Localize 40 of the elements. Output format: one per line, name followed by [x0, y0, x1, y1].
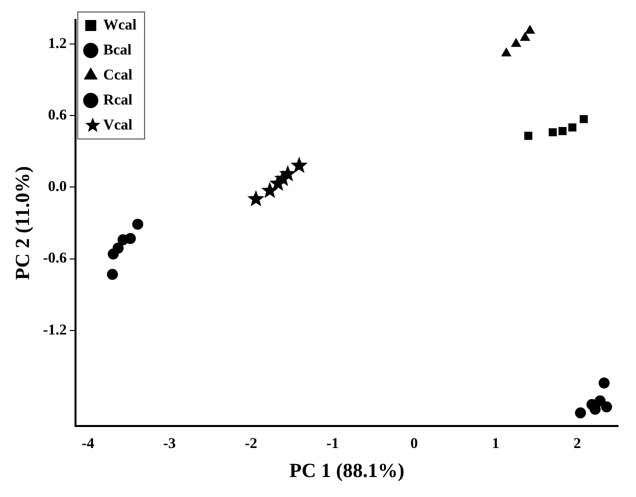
point: [112, 242, 124, 254]
y-tick-label: 1.2: [48, 36, 67, 52]
y-axis-title: PC 2 (11.0%): [12, 166, 34, 280]
legend-label: Vcal: [103, 117, 132, 134]
y-tick-label: -0.6: [42, 250, 68, 267]
legend-label: Wcal: [103, 17, 137, 34]
point: [261, 182, 278, 198]
point: [524, 132, 532, 140]
point: [548, 128, 557, 136]
point: [594, 395, 606, 406]
point: [520, 32, 530, 41]
point: [124, 233, 136, 244]
point: [568, 123, 576, 132]
point: [601, 401, 612, 412]
x-axis-title: PC 1 (88.1%): [289, 460, 404, 482]
point: [106, 268, 118, 280]
y-tick-label: 0.6: [48, 107, 68, 124]
x-tick-label: -3: [163, 436, 176, 452]
point: [558, 127, 567, 136]
point: [247, 190, 265, 206]
x-tick-label: 1: [492, 436, 500, 452]
point: [580, 115, 588, 124]
point: [290, 156, 308, 173]
x-tick-label: -4: [82, 436, 95, 452]
point: [501, 48, 512, 56]
point: [574, 407, 586, 418]
point: [279, 165, 296, 182]
x-tick-label: 0: [410, 436, 418, 452]
legend-label: Rcal: [103, 92, 132, 108]
legend-label: Bcal: [103, 42, 132, 58]
x-tick-label: 2: [573, 436, 581, 452]
point: [132, 218, 144, 230]
legend-label: Ccal: [103, 67, 132, 84]
x-tick-label: -2: [244, 436, 258, 452]
point: [598, 378, 610, 389]
point: [511, 38, 521, 47]
y-tick-label: -1.2: [42, 322, 67, 338]
x-tick-label: -1: [326, 436, 339, 452]
point: [525, 25, 535, 34]
y-tick-label: 0.0: [48, 179, 67, 196]
